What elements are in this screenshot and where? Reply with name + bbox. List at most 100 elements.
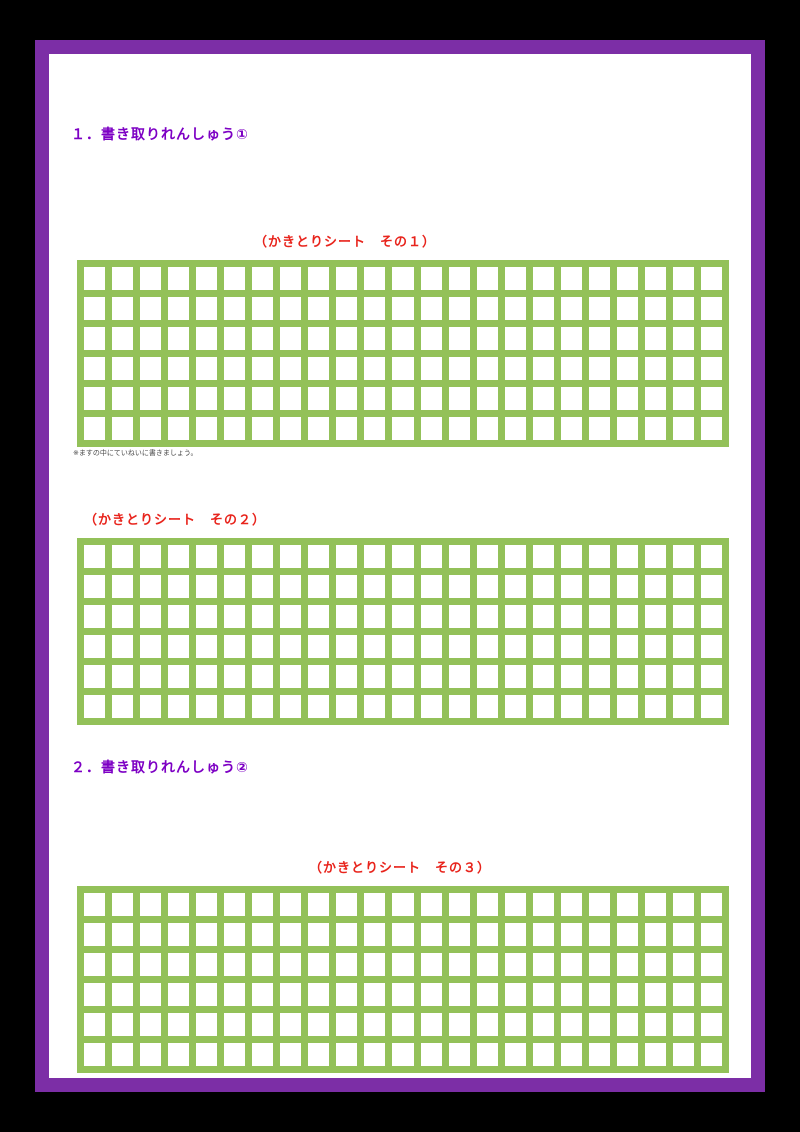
page-frame: １．書き取りれんしゅう① （かきとりシート その１） ※ますの中にていねいに書き… — [35, 40, 765, 1092]
grid-cell — [252, 635, 274, 658]
grid-cell — [84, 297, 106, 320]
grid-cell — [644, 605, 666, 628]
grid-cell — [308, 953, 330, 976]
grid-cell — [476, 953, 498, 976]
grid-cell — [392, 545, 414, 568]
grid-cell — [476, 983, 498, 1006]
grid-cell — [168, 1013, 190, 1036]
grid-cell — [672, 1043, 694, 1066]
grid-cell — [504, 575, 526, 598]
grid-cell — [588, 665, 610, 688]
grid-cell — [448, 575, 470, 598]
grid-cell — [112, 357, 134, 380]
grid-cell — [420, 665, 442, 688]
grid-cell — [168, 297, 190, 320]
grid-cell — [672, 357, 694, 380]
grid-cell — [476, 893, 498, 916]
grid-cell — [532, 923, 554, 946]
grid-cell — [224, 387, 246, 410]
grid-cell — [504, 983, 526, 1006]
grid-cell — [644, 635, 666, 658]
grid-cell — [280, 1043, 302, 1066]
grid-cell — [448, 665, 470, 688]
grid-cell — [364, 605, 386, 628]
grid-cell — [224, 1013, 246, 1036]
grid-cell — [504, 923, 526, 946]
grid-cell — [140, 635, 162, 658]
grid-cell — [588, 1013, 610, 1036]
grid-cell — [308, 417, 330, 440]
grid-cell — [224, 357, 246, 380]
grid-cell — [168, 575, 190, 598]
grid-cell — [84, 327, 106, 350]
grid-cell — [532, 605, 554, 628]
grid-cell — [280, 575, 302, 598]
grid-cell — [224, 923, 246, 946]
grid-cell — [644, 297, 666, 320]
grid-cell — [336, 417, 358, 440]
grid-cell — [336, 267, 358, 290]
grid-cell — [140, 575, 162, 598]
grid-cell — [504, 327, 526, 350]
grid-cell — [168, 953, 190, 976]
grid-cell — [364, 545, 386, 568]
grid-cell — [420, 1013, 442, 1036]
grid-cell — [644, 357, 666, 380]
grid-cell — [140, 417, 162, 440]
grid-cell — [532, 1043, 554, 1066]
grid-cell — [616, 665, 638, 688]
grid-cell — [140, 1013, 162, 1036]
grid-cell — [700, 545, 722, 568]
grid-cell — [476, 923, 498, 946]
grid-cell — [280, 665, 302, 688]
grid-cell — [560, 923, 582, 946]
grid-cell — [84, 605, 106, 628]
grid-cell — [252, 665, 274, 688]
grid-cell — [672, 545, 694, 568]
grid-cell — [392, 297, 414, 320]
grid-cell — [560, 387, 582, 410]
grid-cell — [420, 953, 442, 976]
grid-cell — [616, 695, 638, 718]
grid-cell — [308, 357, 330, 380]
grid-cell — [588, 357, 610, 380]
grid-cell — [392, 893, 414, 916]
grid-cell — [420, 635, 442, 658]
grid-cell — [504, 417, 526, 440]
grid-cell — [448, 923, 470, 946]
grid-cell — [616, 635, 638, 658]
grid-cell — [168, 983, 190, 1006]
grid-cell — [168, 923, 190, 946]
grid-cell — [84, 1043, 106, 1066]
grid-cell — [252, 1013, 274, 1036]
grid-cell — [616, 545, 638, 568]
grid-cell — [644, 387, 666, 410]
grid-cell — [392, 665, 414, 688]
grid-cell — [532, 953, 554, 976]
grid-cell — [140, 327, 162, 350]
grid-cell — [616, 1043, 638, 1066]
grid-cell — [476, 387, 498, 410]
grid-cell — [364, 297, 386, 320]
grid-cell — [196, 297, 218, 320]
grid-cell — [112, 695, 134, 718]
grid-cell — [336, 357, 358, 380]
grid-cell — [392, 267, 414, 290]
grid-cell — [420, 695, 442, 718]
grid-cell — [448, 1043, 470, 1066]
grid-cell — [504, 357, 526, 380]
grid-cell — [168, 893, 190, 916]
grid-cell — [616, 1013, 638, 1036]
grid-cell — [112, 605, 134, 628]
grid-cell — [168, 267, 190, 290]
grid-cell — [420, 923, 442, 946]
grid-cell — [476, 417, 498, 440]
grid-cell — [308, 605, 330, 628]
grid-1-title: （かきとりシート その１） — [253, 235, 436, 250]
grid-cell — [644, 953, 666, 976]
grid-cell — [644, 327, 666, 350]
grid-cell — [700, 635, 722, 658]
grid-cell — [392, 953, 414, 976]
grid-cell — [420, 417, 442, 440]
grid-cell — [644, 1043, 666, 1066]
